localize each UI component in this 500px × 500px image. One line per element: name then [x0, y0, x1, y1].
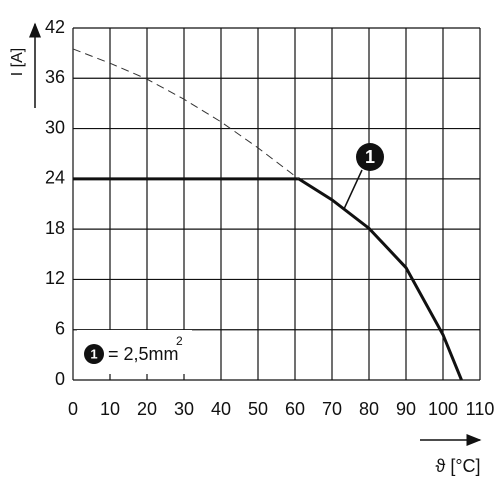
- callout-circle: [356, 143, 384, 171]
- x-tick-label: 10: [100, 399, 120, 419]
- x-tick-label: 40: [211, 399, 231, 419]
- y-tick-label: 6: [55, 318, 65, 338]
- x-tick-label: 100: [428, 399, 458, 419]
- x-tick-label: 80: [359, 399, 379, 419]
- x-tick-label: 60: [285, 399, 305, 419]
- legend-marker-label: 1: [90, 346, 97, 361]
- legend-sup: 2: [176, 334, 183, 348]
- x-tick-label: 50: [248, 399, 268, 419]
- x-tick-label: 110: [466, 399, 495, 419]
- y-tick-label: 24: [45, 168, 65, 188]
- y-tick-label: 36: [45, 67, 65, 87]
- line-series: [72, 48, 300, 180]
- callout-leader: [343, 169, 363, 210]
- y-tick-label: 12: [45, 268, 65, 288]
- legend-text: = 2,5mm: [108, 344, 179, 364]
- y-tick-label: 30: [45, 117, 65, 137]
- x-tick-label: 0: [68, 399, 78, 419]
- callout-label: 1: [365, 147, 375, 167]
- y-axis-label: I [A]: [9, 48, 26, 76]
- y-tick-label: 18: [45, 218, 65, 238]
- x-tick-label: 70: [322, 399, 342, 419]
- y-tick-label: 0: [55, 369, 65, 389]
- x-tick-label: 20: [137, 399, 157, 419]
- y-tick-label: 42: [45, 17, 65, 37]
- x-tick-label: 30: [174, 399, 194, 419]
- x-tick-label: 90: [396, 399, 416, 419]
- legend-marker: [84, 344, 104, 364]
- x-axis-label: ϑ [°C]: [435, 456, 480, 476]
